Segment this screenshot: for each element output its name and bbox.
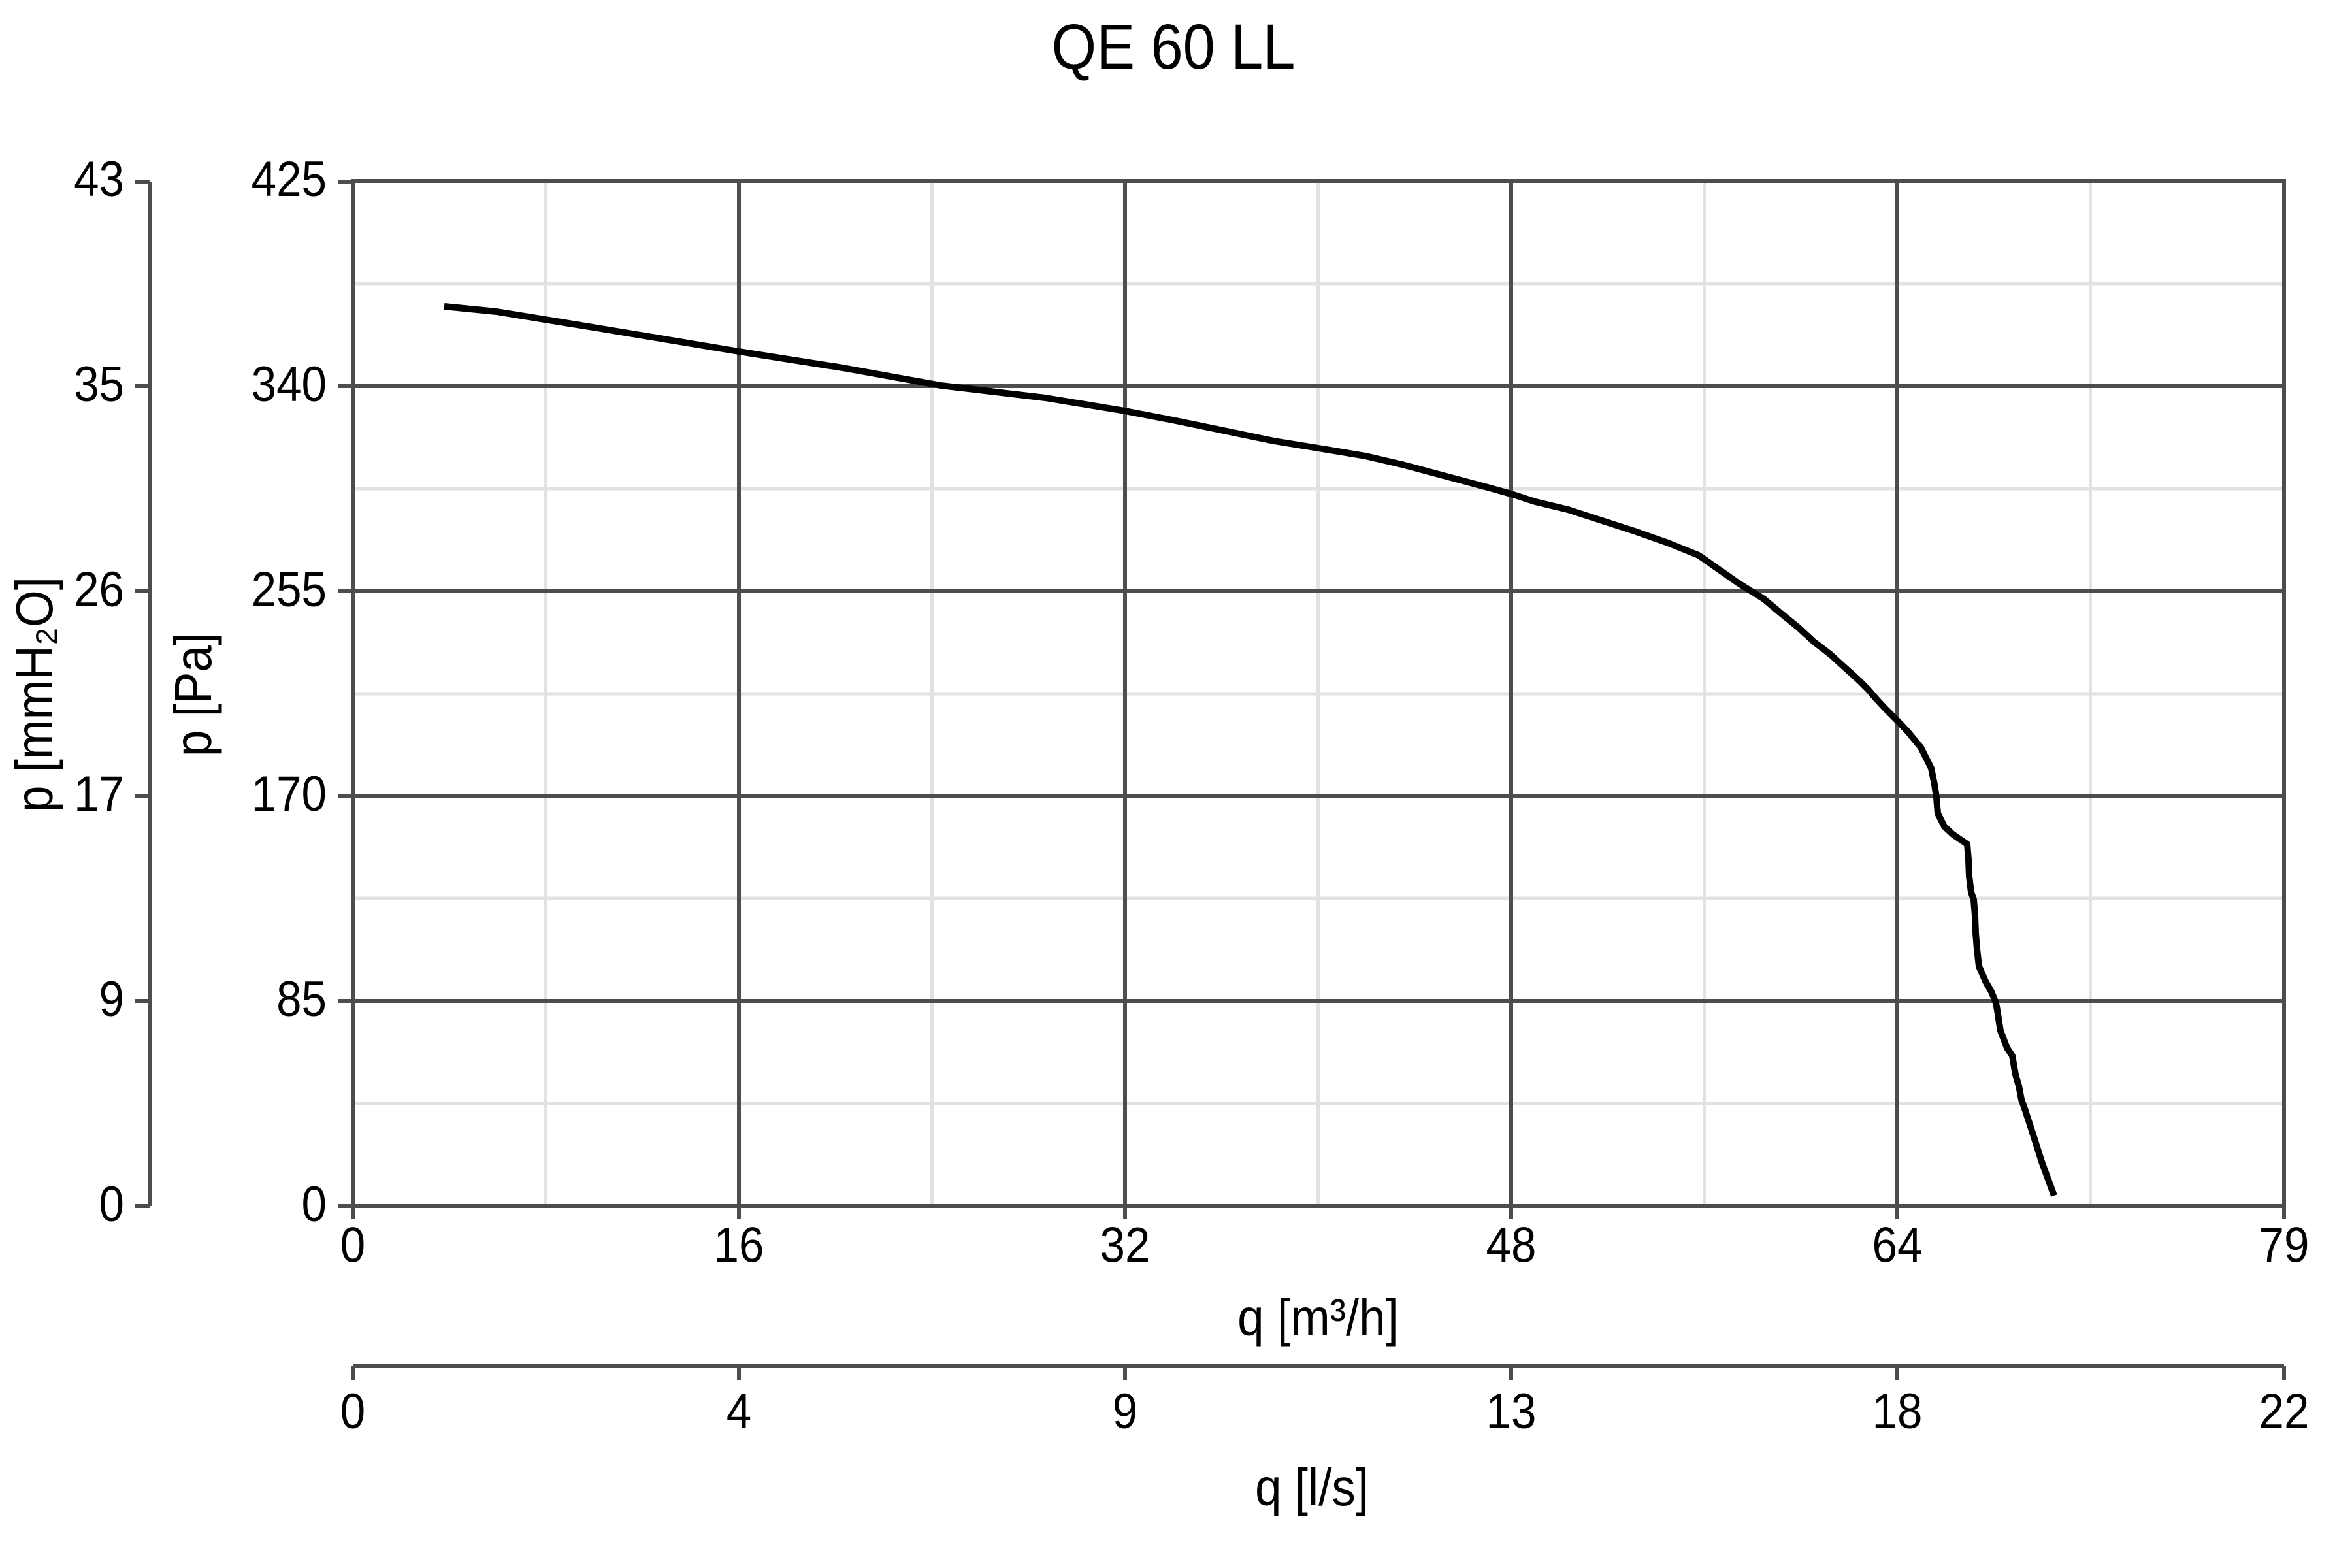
svg-text:17: 17 [74, 766, 124, 822]
svg-text:0: 0 [340, 1384, 365, 1439]
svg-text:0: 0 [302, 1177, 327, 1232]
svg-text:4: 4 [727, 1384, 751, 1439]
svg-text:64: 64 [1872, 1218, 1923, 1273]
svg-text:9: 9 [1113, 1384, 1137, 1439]
svg-text:85: 85 [276, 972, 327, 1027]
svg-text:0: 0 [99, 1177, 124, 1232]
svg-text:QE 60 LL: QE 60 LL [1052, 11, 1296, 82]
svg-text:q [m³/h]: q [m³/h] [1237, 1289, 1399, 1347]
svg-text:16: 16 [714, 1218, 764, 1273]
svg-text:35: 35 [74, 357, 124, 412]
svg-text:13: 13 [1486, 1384, 1537, 1439]
svg-text:43: 43 [74, 152, 124, 207]
svg-text:340: 340 [252, 357, 327, 412]
svg-text:79: 79 [2259, 1218, 2310, 1273]
svg-text:170: 170 [252, 766, 327, 822]
svg-text:9: 9 [99, 972, 124, 1027]
svg-text:18: 18 [1872, 1384, 1923, 1439]
svg-text:p [Pa]: p [Pa] [165, 632, 223, 757]
svg-text:22: 22 [2259, 1384, 2310, 1439]
svg-text:255: 255 [252, 562, 327, 617]
svg-text:p [mmH₂O]: p [mmH₂O] [6, 577, 64, 812]
svg-text:32: 32 [1100, 1218, 1151, 1273]
svg-text:48: 48 [1486, 1218, 1537, 1273]
svg-text:425: 425 [252, 152, 327, 207]
svg-text:0: 0 [340, 1218, 365, 1273]
svg-text:q [l/s]: q [l/s] [1255, 1459, 1369, 1517]
svg-text:26: 26 [74, 562, 124, 617]
